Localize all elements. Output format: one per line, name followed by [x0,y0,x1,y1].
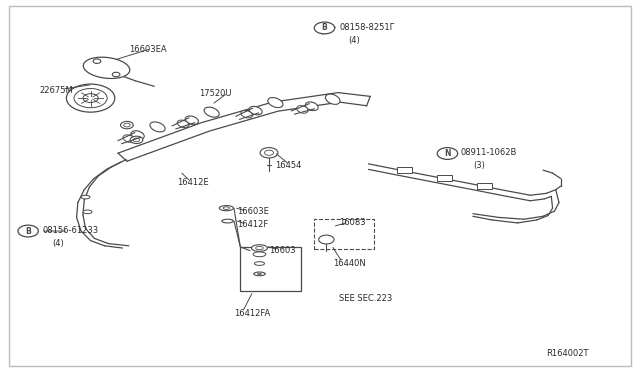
Ellipse shape [150,122,165,132]
Ellipse shape [268,97,283,108]
Text: 17520U: 17520U [199,89,232,98]
Ellipse shape [177,120,189,128]
Circle shape [260,148,278,158]
Polygon shape [118,93,370,161]
Text: 16603E: 16603E [237,207,269,217]
Circle shape [67,84,115,112]
Text: 16603: 16603 [269,246,296,255]
Text: 08158-8251Γ: 08158-8251Γ [339,23,394,32]
Text: 16083: 16083 [339,218,365,227]
Ellipse shape [131,131,144,139]
FancyBboxPatch shape [397,167,412,173]
Text: 16454: 16454 [275,161,302,170]
Text: (4): (4) [349,36,360,45]
Circle shape [133,138,140,142]
Ellipse shape [123,135,134,142]
Circle shape [319,235,334,244]
Text: (3): (3) [473,161,485,170]
Circle shape [18,225,38,237]
Text: 16412FA: 16412FA [234,309,270,318]
Text: 16603EA: 16603EA [129,45,166,54]
Ellipse shape [241,110,253,118]
Ellipse shape [252,245,268,251]
Circle shape [124,123,130,127]
Ellipse shape [254,262,264,265]
Text: 08911-1062Β: 08911-1062Β [460,148,516,157]
Text: R164002T: R164002T [546,350,589,359]
Ellipse shape [223,207,230,209]
Text: 22675M: 22675M [40,86,74,94]
Circle shape [314,22,335,34]
Ellipse shape [83,57,130,78]
Ellipse shape [257,273,261,275]
Text: 08156-61233: 08156-61233 [43,226,99,235]
Ellipse shape [305,102,318,110]
Text: SEE SEC.223: SEE SEC.223 [339,294,392,303]
Circle shape [130,136,143,144]
Text: 16412F: 16412F [237,220,268,229]
Ellipse shape [186,116,198,125]
Ellipse shape [81,195,90,199]
Text: 16440N: 16440N [333,259,365,268]
FancyBboxPatch shape [477,183,492,189]
Text: 16412E: 16412E [177,178,208,187]
Ellipse shape [297,106,308,113]
Ellipse shape [220,206,234,211]
Text: (4): (4) [52,239,64,248]
Circle shape [83,94,99,103]
Ellipse shape [249,106,262,115]
Ellipse shape [204,107,220,117]
Text: B: B [321,23,327,32]
Circle shape [112,72,120,77]
Text: B: B [25,227,31,235]
Ellipse shape [253,252,266,257]
Ellipse shape [83,210,92,214]
Circle shape [437,148,458,160]
Circle shape [120,121,133,129]
Circle shape [264,150,273,155]
Text: N: N [444,149,451,158]
Circle shape [74,89,107,108]
Ellipse shape [222,219,234,223]
Ellipse shape [326,94,340,105]
Ellipse shape [253,272,265,276]
Ellipse shape [255,246,263,250]
Circle shape [93,59,100,63]
FancyBboxPatch shape [436,175,452,181]
